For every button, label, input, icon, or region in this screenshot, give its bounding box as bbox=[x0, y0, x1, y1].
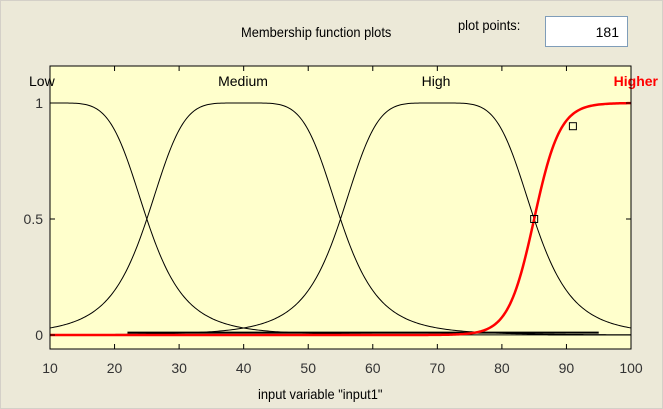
x-tick-label: 40 bbox=[236, 360, 252, 376]
x-tick-label: 20 bbox=[107, 360, 123, 376]
x-tick-label: 60 bbox=[365, 360, 381, 376]
y-tick-label: 0 bbox=[35, 327, 43, 343]
mf-label-medium[interactable]: Medium bbox=[218, 73, 268, 89]
x-tick-label: 10 bbox=[42, 360, 58, 376]
mf-label-higher[interactable]: Higher bbox=[614, 73, 659, 89]
x-tick-label: 70 bbox=[430, 360, 446, 376]
mf-handle-point[interactable] bbox=[530, 215, 539, 223]
y-tick-label: 1 bbox=[35, 95, 43, 111]
x-tick-label: 80 bbox=[494, 360, 510, 376]
x-tick-label: 100 bbox=[619, 360, 643, 376]
mf-label-high[interactable]: High bbox=[422, 73, 451, 89]
x-tick-label: 30 bbox=[171, 360, 187, 376]
plot-points-label: plot points: bbox=[458, 17, 521, 33]
plot-points-input[interactable] bbox=[545, 16, 628, 47]
mf-curve-higher[interactable] bbox=[50, 101, 632, 337]
x-axis-label: input variable "input1" bbox=[258, 386, 383, 402]
x-tick-label: 90 bbox=[559, 360, 575, 376]
mf-label-low[interactable]: Low bbox=[29, 73, 56, 89]
y-tick-label: 0.5 bbox=[24, 211, 44, 227]
x-tick-label: 50 bbox=[300, 360, 316, 376]
ticks-group: 10 20 30 40 50 60 70 80 90 100 0 0.5 1 bbox=[24, 66, 643, 376]
plot-title: Membership function plots bbox=[241, 24, 392, 40]
mf-labels-group: Low Medium High Higher bbox=[29, 73, 659, 89]
curves-group bbox=[49, 101, 632, 337]
mf-handle-point[interactable] bbox=[568, 122, 577, 131]
plot-area bbox=[50, 66, 631, 349]
plot-border bbox=[49, 65, 632, 350]
